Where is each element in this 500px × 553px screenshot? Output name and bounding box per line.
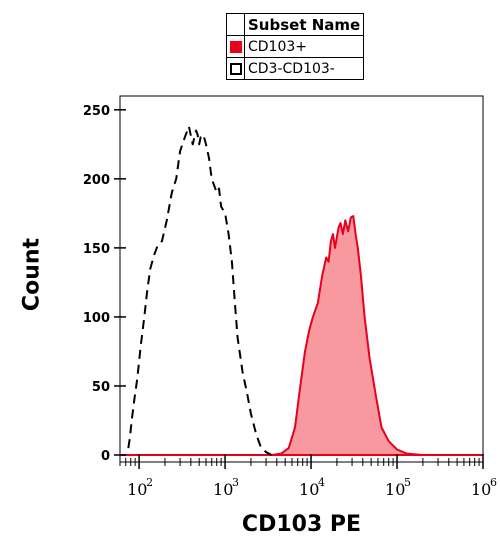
y-tick-label: 250 bbox=[83, 104, 110, 119]
y-tick-label: 200 bbox=[83, 173, 110, 188]
x-tick-label-exponent: 6 bbox=[490, 476, 497, 489]
legend-item-cd103-pos: CD103+ bbox=[226, 35, 365, 58]
legend-header: Subset Name bbox=[243, 13, 365, 36]
x-tick-label: 10 bbox=[213, 480, 233, 499]
y-tick-label: 50 bbox=[92, 380, 110, 395]
x-tick-label-exponent: 3 bbox=[232, 476, 239, 489]
legend-item-cd3-cd103-neg: CD3-CD103- bbox=[226, 57, 365, 80]
y-tick-label: 0 bbox=[101, 449, 110, 464]
x-axis-title: CD103 PE bbox=[241, 512, 362, 537]
legend: Subset Name CD103+ CD3-CD103- bbox=[226, 13, 365, 80]
series-cd103 bbox=[119, 215, 484, 456]
legend-label-cd3-cd103-neg: CD3-CD103- bbox=[243, 57, 365, 80]
plot-frame bbox=[119, 95, 484, 463]
x-tick-label-exponent: 2 bbox=[146, 476, 153, 489]
x-tick-label: 10 bbox=[385, 480, 405, 499]
series-cd3-cd103 bbox=[127, 125, 273, 456]
x-tick-label-exponent: 5 bbox=[404, 476, 411, 489]
legend-swatch-cd3-cd103-neg bbox=[229, 62, 242, 75]
legend-swatch-cell bbox=[226, 57, 245, 80]
legend-header-swatch-cell bbox=[226, 13, 245, 36]
y-tick-label: 100 bbox=[83, 311, 110, 326]
legend-label-cd103-pos: CD103+ bbox=[243, 35, 365, 58]
legend-swatch-cell bbox=[226, 35, 245, 58]
x-tick-label: 10 bbox=[471, 480, 491, 499]
x-tick-label: 10 bbox=[127, 480, 147, 499]
y-axis-title: Count bbox=[19, 237, 45, 312]
series-layer bbox=[119, 125, 484, 456]
legend-swatch-cd103-pos bbox=[229, 40, 242, 53]
x-tick-label-exponent: 4 bbox=[318, 476, 325, 489]
legend-header-row: Subset Name bbox=[226, 13, 365, 36]
y-tick-label: 150 bbox=[83, 242, 110, 257]
x-tick-label: 10 bbox=[299, 480, 319, 499]
